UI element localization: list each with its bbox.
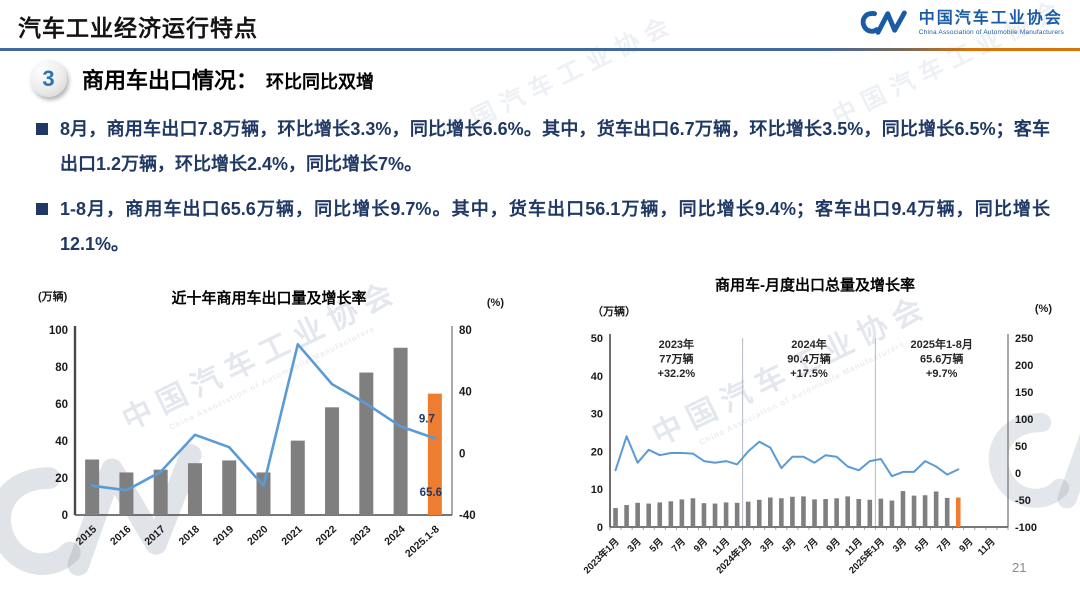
left-axis-unit: （万辆） xyxy=(592,306,636,318)
svg-text:10: 10 xyxy=(591,484,603,496)
svg-text:250: 250 xyxy=(1015,333,1033,345)
svg-text:2023年: 2023年 xyxy=(659,337,694,351)
chart-canvas: 0 10 20 30 40 50 -100 -50 0 50 100 150 200 250 2023年1月… xyxy=(581,333,1037,577)
bullet-text: 8月，商用车出口7.8万辆，环比增长3.3%，同比增长6.6%。其中，货车出口6… xyxy=(60,119,1050,175)
logo-name-en: China Association of Automobile Manufact… xyxy=(918,29,1064,37)
svg-text:90.4万辆: 90.4万辆 xyxy=(787,352,830,366)
svg-text:2022: 2022 xyxy=(314,523,340,548)
svg-text:9月: 9月 xyxy=(825,536,843,554)
svg-text:-100: -100 xyxy=(1015,522,1037,534)
svg-text:2023年1月: 2023年1月 xyxy=(581,536,622,577)
page-number: 21 xyxy=(1012,560,1027,575)
ten-year-export-chart: 近十年商用车出口量及增长率 (万辆) (%) 0 20 40 60 80 100 -40 0 4… xyxy=(28,276,510,581)
svg-text:0: 0 xyxy=(62,510,68,522)
svg-text:5月: 5月 xyxy=(780,536,798,554)
svg-text:2024: 2024 xyxy=(382,523,408,548)
caam-logo: 中国汽车工业协会 China Association of Automobile… xyxy=(860,7,1064,39)
page-title: 汽车工业经济运行特点 xyxy=(18,15,258,41)
chart-canvas: 0 20 40 60 80 100 -40 0 40 80 2015 2016 2017 2018 2019… xyxy=(49,325,476,560)
svg-text:2015: 2015 xyxy=(74,523,100,548)
svg-text:2023: 2023 xyxy=(348,523,374,548)
svg-text:77万辆: 77万辆 xyxy=(659,352,693,366)
svg-text:50: 50 xyxy=(591,333,603,345)
svg-text:+32.2%: +32.2% xyxy=(658,368,696,380)
section-number: 3 xyxy=(42,65,55,91)
svg-text:150: 150 xyxy=(1015,387,1033,399)
svg-text:7月: 7月 xyxy=(670,536,688,554)
svg-text:65.6: 65.6 xyxy=(420,487,442,499)
svg-text:65.6万辆: 65.6万辆 xyxy=(920,352,963,366)
section-number-badge: 3 xyxy=(30,60,67,97)
svg-text:2025年1-8月: 2025年1-8月 xyxy=(910,337,972,351)
svg-text:2016: 2016 xyxy=(108,523,134,548)
svg-text:9月: 9月 xyxy=(957,536,975,554)
bullet-marker-icon xyxy=(36,123,48,135)
chart-title: 近十年商用车出口量及增长率 xyxy=(171,290,367,307)
section-subtitle: 环比同比双增 xyxy=(266,72,375,92)
svg-text:30: 30 xyxy=(591,409,603,421)
svg-text:0: 0 xyxy=(1015,468,1021,480)
svg-text:+9.7%: +9.7% xyxy=(926,368,958,380)
svg-text:11月: 11月 xyxy=(976,536,998,558)
svg-text:9月: 9月 xyxy=(692,536,710,554)
svg-text:40: 40 xyxy=(591,371,603,383)
svg-text:-40: -40 xyxy=(459,510,476,522)
right-axis-unit: (%) xyxy=(1034,303,1052,315)
svg-text:3月: 3月 xyxy=(626,536,644,554)
svg-text:7月: 7月 xyxy=(802,536,820,554)
caam-logo-icon xyxy=(860,10,907,35)
bullet-text: 1-8月，商用车出口65.6万辆，同比增长9.7%。其中，货车出口56.1万辆，… xyxy=(60,199,1050,255)
svg-text:2020: 2020 xyxy=(245,523,271,548)
svg-text:3月: 3月 xyxy=(891,536,909,554)
bars-group xyxy=(613,491,961,527)
svg-text:80: 80 xyxy=(459,325,472,337)
svg-text:-50: -50 xyxy=(1015,495,1031,507)
section-title: 商用车出口情况： xyxy=(82,68,259,93)
bullet-item: 1-8月，商用车出口65.6万辆，同比增长9.7%。其中，货车出口56.1万辆，… xyxy=(36,192,1050,262)
bullet-marker-icon xyxy=(36,203,48,216)
svg-text:5月: 5月 xyxy=(648,536,666,554)
growth-line xyxy=(90,342,437,492)
svg-text:80: 80 xyxy=(55,362,68,374)
left-axis-unit: (万辆) xyxy=(38,291,68,303)
monthly-export-chart: 商用车-月度出口总量及增长率 （万辆） (%) 0 10 20 30 40 50 -100 -… xyxy=(558,266,1072,588)
svg-text:2018: 2018 xyxy=(177,523,203,548)
svg-text:0: 0 xyxy=(459,448,465,460)
growth-line xyxy=(614,435,960,478)
svg-text:50: 50 xyxy=(1015,441,1027,453)
svg-text:20: 20 xyxy=(55,473,68,485)
bullet-item: 8月，商用车出口7.8万辆，环比增长3.3%，同比增长6.6%。其中，货车出口6… xyxy=(36,112,1050,182)
svg-text:40: 40 xyxy=(55,436,68,448)
svg-text:100: 100 xyxy=(49,325,68,337)
bars-group xyxy=(85,347,442,515)
svg-text:2024年: 2024年 xyxy=(791,337,826,351)
svg-text:9.7: 9.7 xyxy=(419,413,435,425)
svg-text:2021: 2021 xyxy=(279,523,305,548)
svg-text:60: 60 xyxy=(55,399,68,411)
svg-text:2025.1-8: 2025.1-8 xyxy=(403,523,442,560)
svg-text:7月: 7月 xyxy=(935,536,953,554)
right-axis-unit: (%) xyxy=(486,297,504,309)
header-divider xyxy=(0,48,1080,51)
svg-text:20: 20 xyxy=(591,446,603,458)
svg-text:100: 100 xyxy=(1015,414,1033,426)
svg-text:3月: 3月 xyxy=(758,536,776,554)
bullet-list: 8月，商用车出口7.8万辆，环比增长3.3%，同比增长6.6%。其中，货车出口6… xyxy=(36,112,1050,272)
svg-text:200: 200 xyxy=(1015,360,1033,372)
svg-text:0: 0 xyxy=(597,522,603,534)
svg-text:+17.5%: +17.5% xyxy=(790,368,828,380)
section-heading: 商用车出口情况： 环比同比双增 xyxy=(82,63,374,95)
svg-text:5月: 5月 xyxy=(913,536,931,554)
chart-title: 商用车-月度出口总量及增长率 xyxy=(715,277,915,294)
svg-text:2019: 2019 xyxy=(211,523,237,548)
svg-text:2017: 2017 xyxy=(142,523,168,548)
svg-text:40: 40 xyxy=(459,387,472,399)
logo-name-cn: 中国汽车工业协会 xyxy=(918,9,1063,27)
